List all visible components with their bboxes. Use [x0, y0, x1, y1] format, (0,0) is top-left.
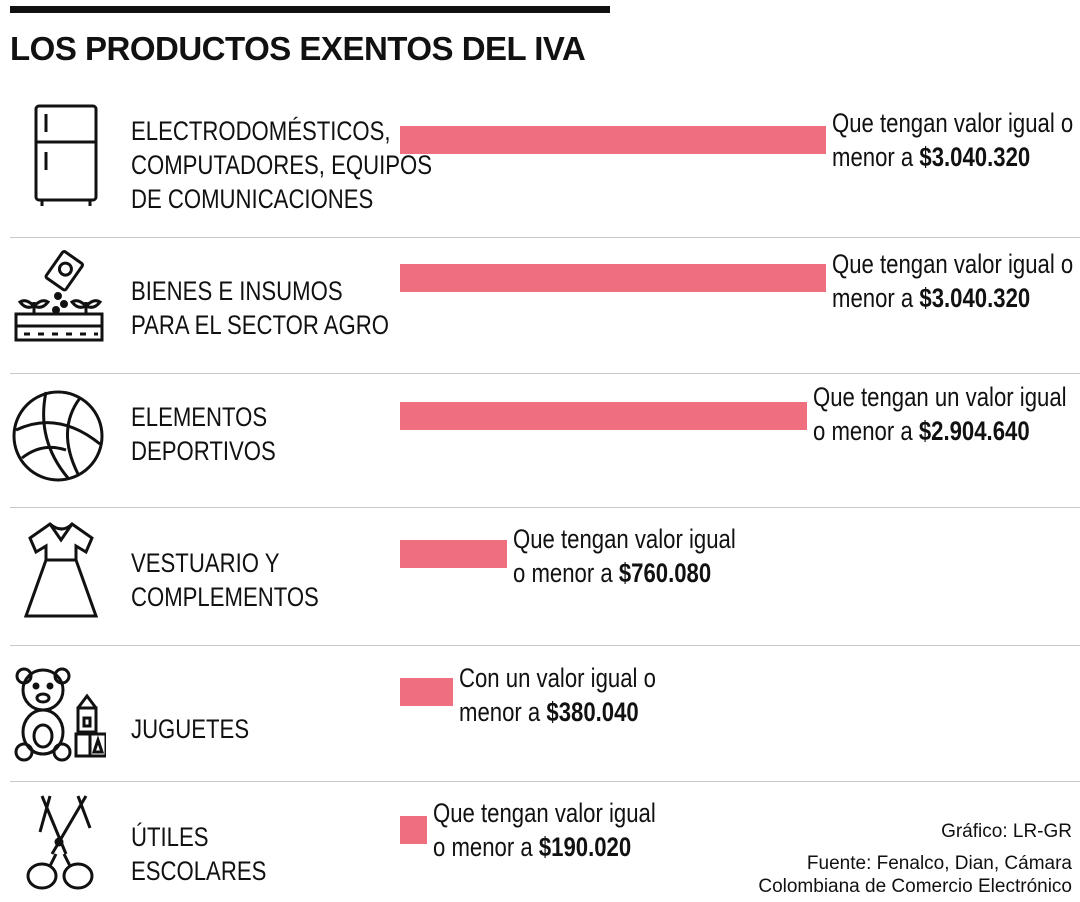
seed-planting-icon: [6, 246, 106, 356]
row-divider: [10, 237, 1080, 238]
value-label: Que tengan valor igual o menor a $190.02…: [432, 798, 656, 862]
value-label: Que tengan valor igual o menor a $3.040.…: [832, 249, 1074, 313]
value-label: Con un valor igual o menor a $380.040: [459, 663, 657, 727]
value-label: Que tengan un valor igual o menor a $2.9…: [812, 382, 1067, 446]
bar-elementos-deportivos: [400, 402, 807, 430]
category-label: JUGUETES: [131, 714, 250, 744]
refrigerator-icon: [6, 100, 106, 210]
bar-utiles-escolares: [400, 816, 427, 844]
row-divider: [10, 507, 1080, 508]
row-divider: [10, 645, 1080, 646]
graphic-credit: Gráfico: LR-GR: [941, 821, 1072, 842]
scissors-icon: [6, 792, 106, 902]
ball-icon: [6, 380, 106, 490]
dress-icon: [6, 516, 106, 626]
title-rule: [10, 6, 610, 13]
row-divider: [10, 781, 1080, 782]
category-label: ELEMENTOS DEPORTIVOS: [131, 402, 276, 466]
bar-juguetes: [400, 678, 454, 706]
bar-vestuario: [400, 540, 507, 568]
bar-sector-agro: [400, 264, 826, 292]
chart-title: LOS PRODUCTOS EXENTOS DEL IVA: [10, 30, 586, 67]
value-label: Que tengan valor igual o menor a $760.08…: [512, 524, 736, 588]
category-label: BIENES E INSUMOS PARA EL SECTOR AGRO: [131, 276, 389, 340]
teddy-bear-icon: [6, 656, 106, 766]
row-divider: [10, 373, 1080, 374]
category-label: ELECTRODOMÉSTICOS, COMPUTADORES, EQUIPOS…: [131, 116, 432, 214]
value-label: Que tengan valor igual o menor a $3.040.…: [832, 108, 1074, 172]
bar-electrodomesticos: [400, 126, 826, 154]
category-label: ÚTILES ESCOLARES: [131, 822, 267, 886]
category-label: VESTUARIO Y COMPLEMENTOS: [131, 548, 319, 612]
source-credit: Fuente: Fenalco, Dian, Cámara Colombiana…: [758, 853, 1072, 897]
